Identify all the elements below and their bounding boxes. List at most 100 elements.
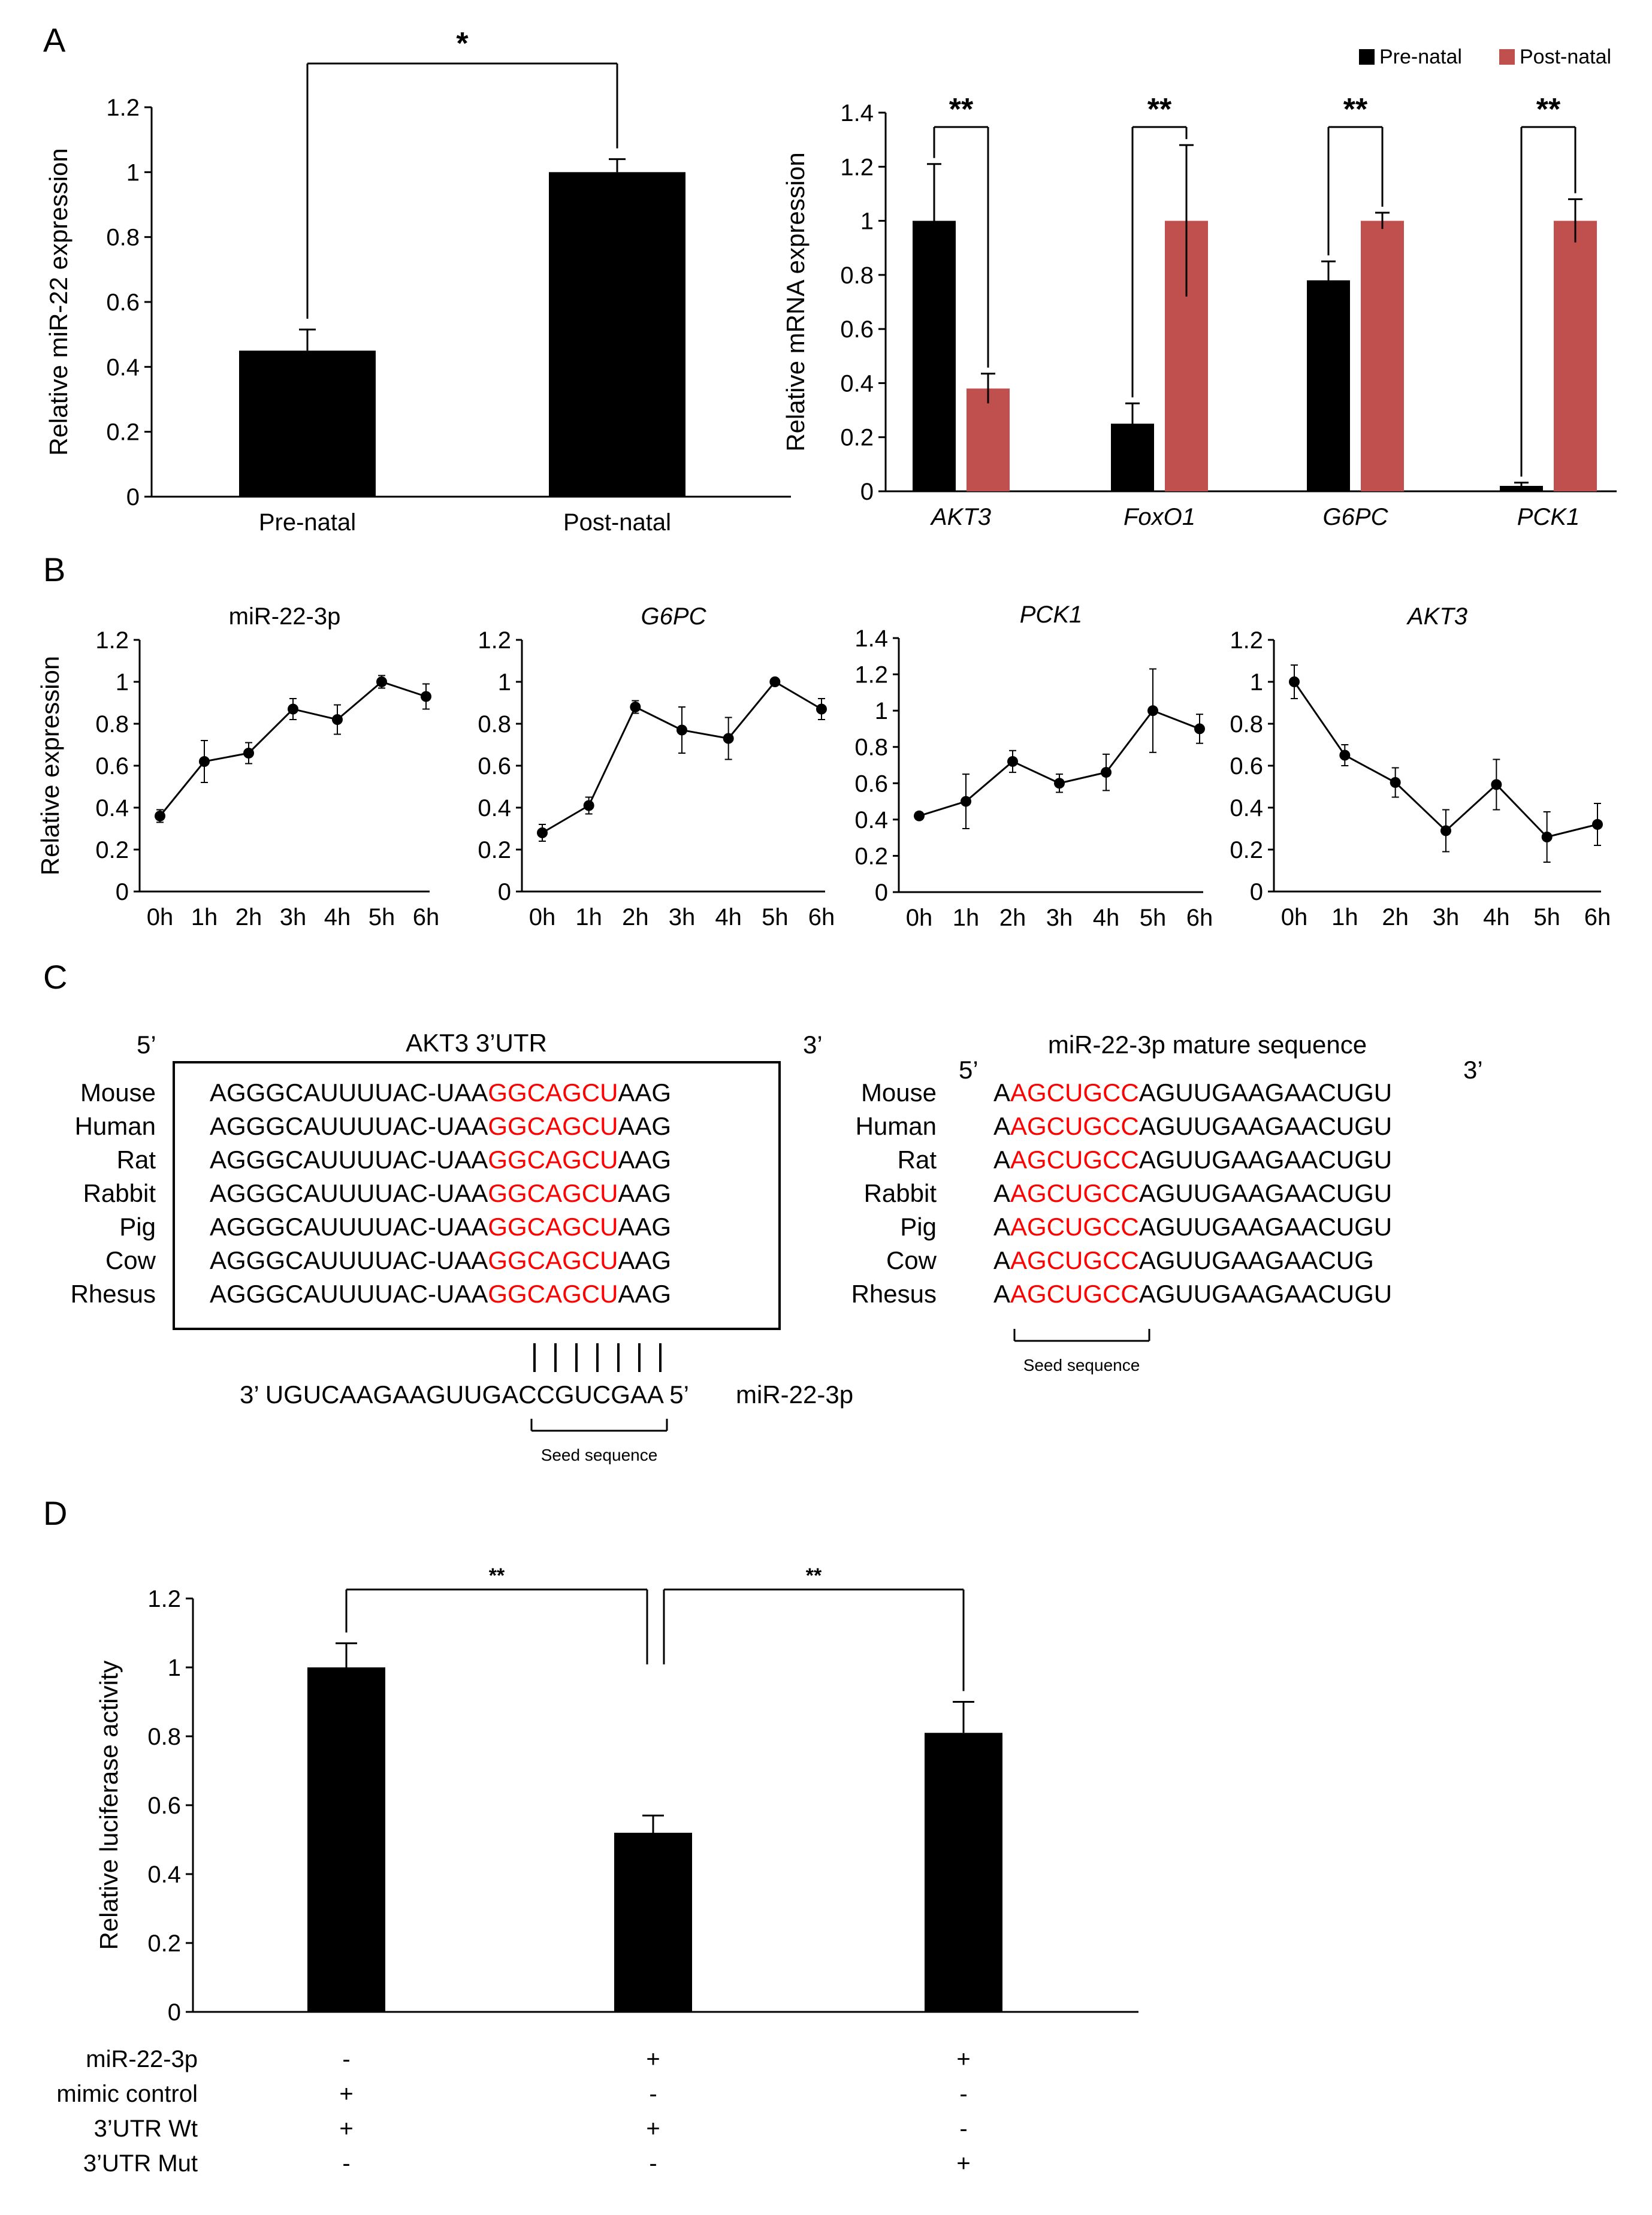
mature-sequence-title: miR-22-3p mature sequence xyxy=(1048,1031,1367,1059)
y-tick-label: 1 xyxy=(498,669,511,696)
y-tick-label: 1 xyxy=(168,1655,181,1681)
x-category-label: AKT3 xyxy=(930,504,991,530)
sequence-flank: AAG xyxy=(618,1213,671,1241)
sequence-flank: AGGGCAUUUUAC-UAA xyxy=(210,1213,488,1241)
sequence-row: AAGCUGCCAGUUGAAGAACUGU xyxy=(993,1179,1392,1207)
y-tick-label: 0.8 xyxy=(478,711,511,738)
data-point xyxy=(1440,825,1451,836)
panel-label-d: D xyxy=(43,1494,67,1532)
seed-match: GGCAGCU xyxy=(488,1280,618,1308)
data-point xyxy=(1339,750,1351,761)
data-point xyxy=(376,676,387,687)
five-prime-label: 5’ xyxy=(959,1056,978,1084)
species-label: Rabbit xyxy=(864,1179,937,1207)
legend-swatch xyxy=(1359,49,1375,65)
y-axis-label: Relative expression xyxy=(36,656,64,876)
data-point xyxy=(676,724,687,736)
y-tick-label: 0.8 xyxy=(1230,711,1263,738)
sequence-row: AGGGCAUUUUAC-UAAGGCAGCUAAG xyxy=(210,1112,671,1140)
bar-post-natal xyxy=(1554,220,1597,491)
alignment-box xyxy=(173,1061,781,1330)
y-tick-label: 1 xyxy=(116,669,129,696)
condition-label: 3’UTR Wt xyxy=(94,2116,198,2142)
bar-post-natal xyxy=(1361,220,1404,491)
sequence-flank: AGGGCAUUUUAC-UAA xyxy=(210,1146,488,1174)
species-label: Pig xyxy=(119,1213,156,1241)
chart-title: AKT3 xyxy=(1406,603,1467,630)
x-tick-label: 6h xyxy=(1186,905,1213,931)
y-tick-label: 0.4 xyxy=(147,1862,181,1888)
data-point xyxy=(816,703,827,715)
condition-mark: - xyxy=(959,2116,967,2142)
data-point xyxy=(769,676,781,687)
x-tick-label: 2h xyxy=(235,904,262,930)
data-point xyxy=(199,756,210,767)
x-tick-label: 5h xyxy=(369,904,395,930)
y-tick-label: 0 xyxy=(168,1999,181,2026)
sequence-flank: AGUUGAAGAACUGU xyxy=(1139,1280,1392,1308)
species-label: Cow xyxy=(886,1246,937,1274)
sequence-flank: A xyxy=(993,1213,1010,1241)
x-tick-label: 3h xyxy=(280,904,307,930)
sequence-row: AGGGCAUUUUAC-UAAGGCAGCUAAG xyxy=(210,1146,671,1174)
condition-mark: - xyxy=(959,2081,967,2107)
significance-label: ** xyxy=(1536,92,1561,127)
x-tick-label: 2h xyxy=(999,905,1026,931)
y-tick-label: 0.8 xyxy=(95,711,129,738)
seed-match: GGCAGCU xyxy=(488,1246,618,1274)
data-point xyxy=(1054,778,1065,789)
bar-pre-natal xyxy=(1307,280,1350,491)
sequence-flank: AGGGCAUUUUAC-UAA xyxy=(210,1112,488,1140)
y-tick-label: 1.4 xyxy=(840,100,874,126)
sequence-flank: AAG xyxy=(618,1179,671,1207)
y-tick-label: 0 xyxy=(1250,879,1263,905)
x-tick-label: 0h xyxy=(906,905,933,931)
sequence-row: AGGGCAUUUUAC-UAAGGCAGCUAAG xyxy=(210,1213,671,1241)
y-tick-label: 0 xyxy=(860,479,874,505)
y-tick-label: 0.6 xyxy=(854,770,888,797)
data-point xyxy=(1101,767,1112,778)
y-tick-label: 1.2 xyxy=(854,662,888,688)
data-point xyxy=(243,748,254,759)
y-tick-label: 0.2 xyxy=(840,425,874,451)
legend-label: Post-natal xyxy=(1520,46,1611,68)
data-point xyxy=(155,811,165,821)
three-prime-label: 3’ xyxy=(1463,1056,1483,1084)
sequence-flank: A xyxy=(993,1246,1010,1274)
data-point xyxy=(1289,676,1300,687)
panel-label-a: A xyxy=(43,21,66,59)
x-category-label: Post-natal xyxy=(563,509,671,536)
bar xyxy=(925,1733,1002,2012)
data-point xyxy=(1007,756,1018,767)
sequence-row: AGGGCAUUUUAC-UAAGGCAGCUAAG xyxy=(210,1280,671,1308)
sequence-flank: AGUUGAAGAACUGU xyxy=(1139,1213,1392,1241)
y-tick-label: 0.4 xyxy=(854,807,888,833)
y-tick-label: 0.6 xyxy=(840,316,874,343)
alignment-title: AKT3 3’UTR xyxy=(406,1029,547,1057)
data-point xyxy=(961,796,971,807)
x-tick-label: 4h xyxy=(1483,904,1510,930)
x-tick-label: 1h xyxy=(953,905,980,931)
x-tick-label: 0h xyxy=(1281,904,1308,930)
condition-mark: - xyxy=(342,2046,350,2072)
species-label: Rat xyxy=(117,1146,156,1174)
condition-mark: - xyxy=(649,2150,657,2177)
y-axis-label: Relative mRNA expression xyxy=(781,152,810,452)
sequence-row: AGGGCAUUUUAC-UAAGGCAGCUAAG xyxy=(210,1078,671,1107)
condition-label: miR-22-3p xyxy=(86,2046,198,2072)
chart-d-luciferase: 0 0.2 0.4 0.6 0.8 1 1.2 Relative luciferase act… xyxy=(56,1564,1138,2177)
y-tick-label: 0.4 xyxy=(840,370,874,397)
x-tick-label: 4h xyxy=(1093,905,1120,931)
three-prime-label: 3’ xyxy=(803,1031,823,1059)
y-tick-label: 0.4 xyxy=(1230,795,1263,821)
bar xyxy=(239,350,376,497)
y-tick-label: 1 xyxy=(126,159,140,186)
sequence-row: AAGCUGCCAGUUGAAGAACUG xyxy=(993,1246,1374,1274)
significance-label: ** xyxy=(806,1564,822,1587)
x-tick-label: 2h xyxy=(1382,904,1409,930)
species-label: Human xyxy=(75,1112,156,1140)
data-point xyxy=(723,733,734,744)
sequence-flank: A xyxy=(993,1078,1010,1107)
seed-sequence: AGCUGCC xyxy=(1010,1213,1139,1241)
